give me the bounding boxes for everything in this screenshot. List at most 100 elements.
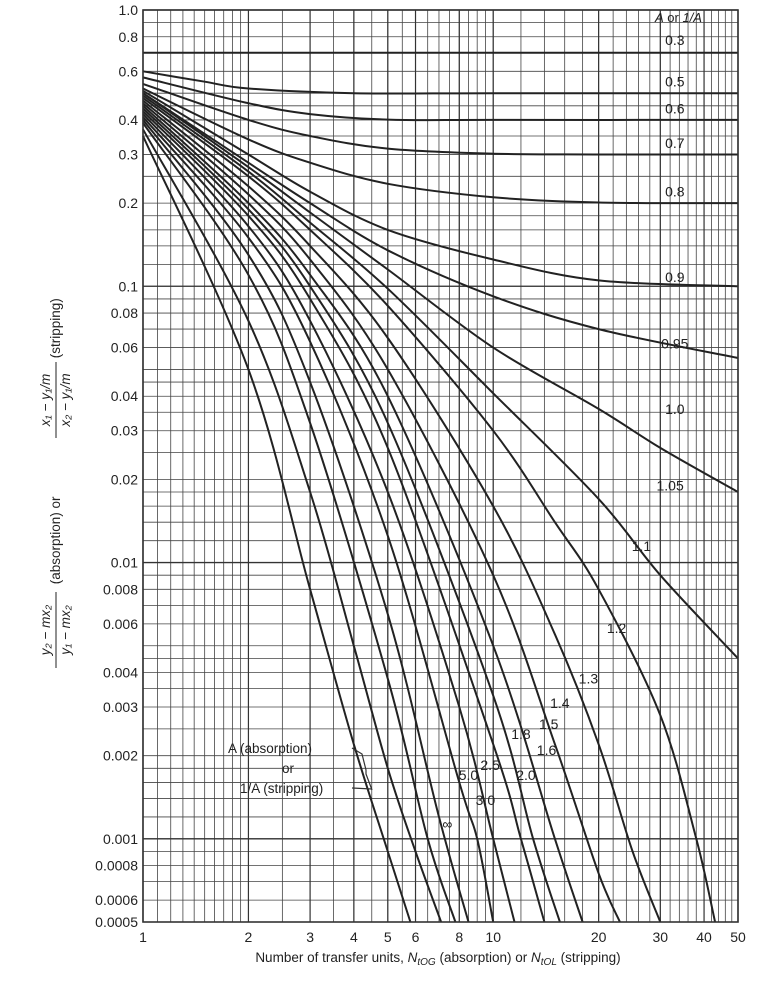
y-tick-label: 0.3 [119,146,139,162]
curve-0.6 [142,76,739,122]
y-tick-label: 0.03 [111,423,138,439]
annotation-bracket [351,747,373,791]
legend-title-or: or [664,10,683,25]
y-tick-label: 0.4 [119,112,139,128]
curve-1.1 [142,97,717,923]
curves [142,51,739,923]
curve-label: 5.0 [459,767,479,783]
x-axis-label-n2-sub: tOL [541,957,557,968]
curve-1.05 [142,94,739,660]
curve-label: 0.8 [665,184,685,200]
curve-label: 1.1 [632,538,652,554]
curve-labels: 0.3 0.5 0.6 0.7 0.8 0.9 0.95 1.0 1.05 1.1 1.2 1.3 1.… [442,32,688,832]
annotation-line-3: 1/A (stripping) [240,781,323,796]
y-label-abs-num: y₂ − mx₂ [38,604,53,656]
y-tick-labels: 1.0 0.8 0.6 0.4 0.3 0.2 0.1 0.08 0.06 0.04 0.03 0.0… [95,2,138,930]
y-tick-label: 0.008 [103,581,138,597]
curve-1.6 [142,110,546,923]
x-axis-label-n2: N [531,950,541,965]
x-axis-label-mid: (absorption) or [436,950,531,965]
curve-label: 1.4 [550,695,570,711]
curve-label: 1.3 [579,671,599,687]
x-tick-label: 10 [485,929,501,945]
annotation-line-2: or [282,761,295,776]
x-tick-label: 6 [412,929,420,945]
y-tick-label: 0.6 [119,63,139,79]
annotation-line-1: A (absorption) [228,741,312,756]
curve-label: 0.5 [665,74,685,90]
plot-frame [142,9,739,923]
curve-label: 0.3 [665,32,685,48]
y-label-str-tag: (stripping) [48,298,63,362]
curve-label: 0.9 [665,269,685,285]
curve-1.2 [142,99,662,923]
x-axis-label: Number of transfer units, NtOG (absorpti… [255,950,620,968]
curve-label: 0.95 [661,336,688,352]
curve-label: ∞ [442,816,452,832]
curve-label: 1.5 [539,716,559,732]
x-tick-label: 50 [730,929,746,945]
y-tick-label: 0.004 [103,664,138,680]
x-axis-label-suffix: (stripping) [557,950,621,965]
curve-∞ [142,135,412,923]
y-label-abs-den: y₁ − mx₂ [58,604,73,655]
y-axis-label: y₂ − mx₂ y₁ − mx₂ (absorption) or x₁ − y… [38,298,73,668]
x-tick-labels: 1 2 3 4 5 6 8 10 20 30 40 50 [139,929,746,945]
y-tick-label: 0.2 [119,195,139,211]
curve-label: 2.0 [516,767,536,783]
curve-3.0 [142,122,457,923]
y-tick-label: 0.0006 [95,892,138,908]
annotation-arrow [351,787,373,790]
curve-0.5 [142,70,738,95]
curve-2.5 [142,119,470,923]
legend-title-inv: 1/A [682,10,702,25]
curve-label: 2.5 [480,757,500,773]
y-tick-label: 0.04 [111,388,138,404]
x-tick-label: 4 [350,929,358,945]
mode-annotation: A (absorption) or 1/A (stripping) [228,741,373,796]
x-axis-label-prefix: Number of transfer units, [255,950,407,965]
curve-0.7 [142,82,739,156]
y-tick-label: 0.0008 [95,858,138,874]
y-tick-label: 0.002 [103,748,138,764]
curve-0.95 [142,92,739,359]
x-axis-label-n1-sub: tOG [417,957,436,968]
y-tick-label: 0.006 [103,616,138,632]
y-tick-label: 0.0005 [95,914,138,930]
x-tick-label: 20 [591,929,607,945]
y-tick-label: 0.1 [119,278,139,294]
legend-title: A or 1/A [654,10,702,25]
curve-label: 1.8 [511,726,531,742]
y-tick-label: 0.06 [111,340,138,356]
curve-1.5 [142,107,561,923]
y-tick-label: 0.001 [103,831,138,847]
curve-2.0 [142,116,495,923]
y-tick-label: 1.0 [119,2,139,18]
x-tick-label: 30 [653,929,669,945]
curve-label: 1.0 [665,401,685,417]
y-label-abs-tag: (absorption) or [48,493,63,588]
curve-label: 1.05 [656,478,683,494]
y-label-str-den: x₂ − y₁/m [58,373,73,427]
x-tick-label: 3 [306,929,314,945]
curve-1.8 [142,113,516,923]
y-tick-label: 0.003 [103,699,138,715]
y-tick-label: 0.02 [111,471,138,487]
curve-label: 1.6 [537,742,557,758]
x-tick-label: 1 [139,929,147,945]
y-tick-label: 0.08 [111,305,138,321]
y-tick-label: 0.01 [111,555,138,571]
curve-label: 3.0 [476,792,496,808]
x-tick-label: 40 [696,929,712,945]
x-tick-label: 5 [384,929,392,945]
y-label-str-num: x₁ − y₁/m [38,374,53,427]
y-tick-label: 0.8 [119,29,139,45]
curve-0.9 [142,89,739,288]
curve-label: 0.6 [665,101,685,117]
curve-1.0 [142,92,739,493]
curve-label: 1.2 [607,620,627,636]
legend-title-a: A [654,10,664,25]
curve-0.8 [142,87,739,205]
